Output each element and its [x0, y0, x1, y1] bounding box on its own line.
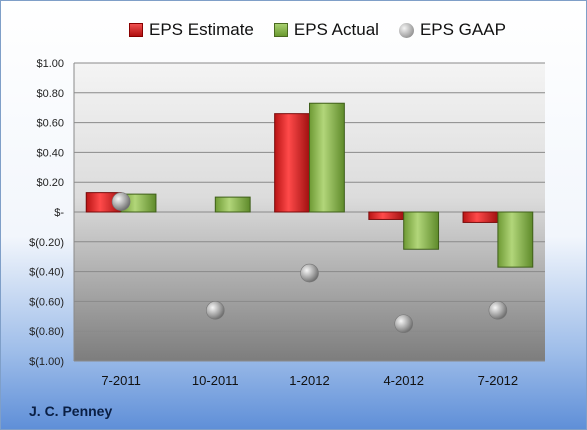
bar-eps-estimate — [274, 113, 310, 213]
y-tick-label: $(0.60) — [29, 296, 64, 308]
marker-eps-gaap — [111, 192, 131, 211]
bars — [85, 102, 534, 268]
legend-item-eps-actual: EPS Actual — [273, 20, 379, 40]
y-tick-label: $0.40 — [36, 147, 64, 159]
marker-eps-gaap — [488, 301, 508, 320]
legend-label-eps-estimate: EPS Estimate — [149, 20, 254, 39]
bar-eps-actual — [403, 211, 440, 250]
bar-eps-actual — [309, 102, 345, 213]
gaap-markers — [111, 192, 508, 334]
y-tick-label: $0.20 — [36, 177, 64, 189]
legend-item-eps-estimate: EPS Estimate — [129, 20, 254, 40]
y-tick-label: $(0.80) — [29, 326, 64, 338]
y-tick-label: $(1.00) — [29, 356, 64, 368]
bar-eps-estimate — [462, 211, 499, 223]
legend-swatch-eps-actual — [273, 23, 288, 37]
marker-eps-gaap — [206, 301, 225, 320]
legend-swatch-eps-estimate — [129, 23, 143, 37]
x-tick-label: 1-2012 — [289, 373, 329, 388]
x-tick-label: 4-2012 — [383, 373, 423, 388]
legend: EPS Estimate EPS Actual EPS GAAP — [129, 17, 506, 43]
y-tick-label: $(0.20) — [29, 237, 64, 249]
bar-eps-actual — [214, 196, 251, 213]
legend-item-eps-gaap: EPS GAAP — [398, 20, 506, 40]
y-tick-label: $(0.40) — [29, 267, 64, 279]
legend-label-eps-gaap: EPS GAAP — [419, 20, 506, 39]
bar-eps-actual — [497, 211, 534, 268]
y-axis-ticks: $(1.00) $(0.80) $(0.60) $(0.40) $(0.20) $- $0.… — [29, 58, 64, 368]
bar-eps-estimate — [368, 211, 405, 220]
legend-swatch-eps-gaap — [398, 22, 414, 38]
y-tick-label: $0.60 — [36, 118, 64, 130]
x-tick-label: 7-2012 — [478, 373, 518, 388]
legend-label-eps-actual: EPS Actual — [293, 20, 379, 39]
marker-eps-gaap — [394, 314, 414, 334]
x-tick-label: 7-2011 — [101, 373, 141, 388]
y-tick-label: $0.80 — [36, 88, 64, 100]
y-tick-label: $- — [54, 207, 64, 219]
x-tick-label: 10-2011 — [192, 373, 239, 388]
x-axis-ticks: 7-2011 10-2011 1-2012 4-2012 7-2012 — [101, 373, 518, 388]
marker-eps-gaap — [300, 263, 319, 283]
company-name: J. C. Penney — [29, 403, 113, 419]
y-tick-label: $1.00 — [36, 58, 64, 70]
